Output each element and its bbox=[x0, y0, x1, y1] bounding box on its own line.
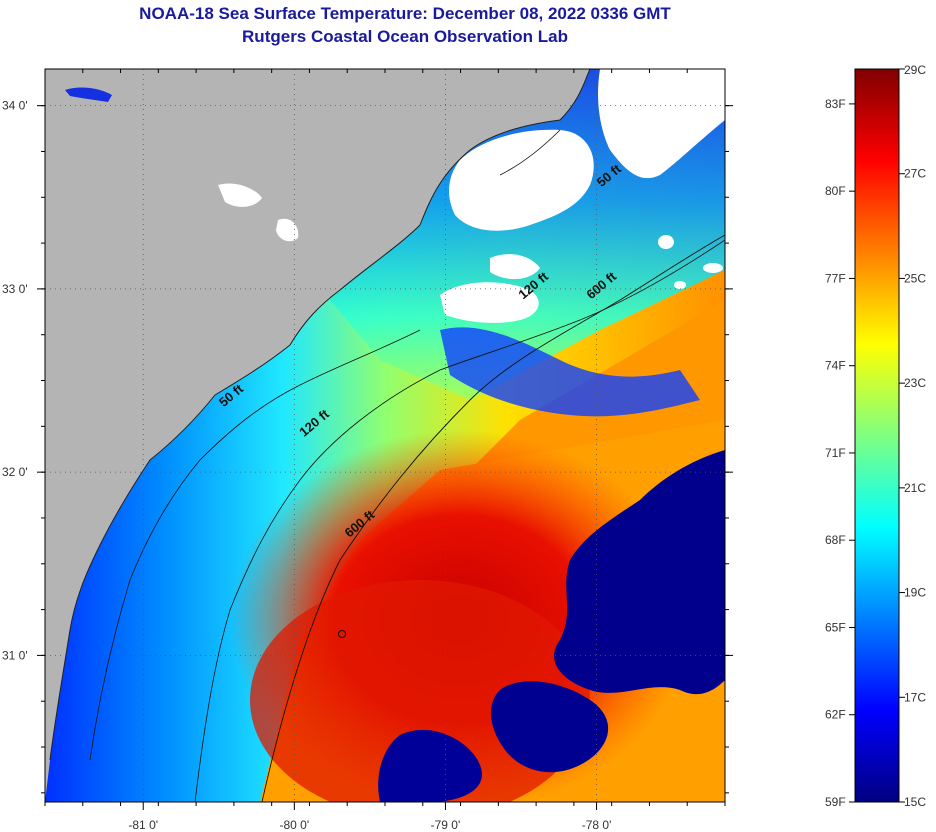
cold-patch-east bbox=[554, 450, 725, 695]
contour-50ft bbox=[89, 329, 421, 761]
lat-tick-label-3: 31 0' bbox=[2, 648, 28, 662]
lon-tick-label-1: -80 0' bbox=[280, 818, 310, 832]
grid-lines bbox=[45, 69, 725, 802]
latitude-axis: 34 0' 33 0' 32 0' 31 0' bbox=[2, 99, 733, 794]
contour-600ft bbox=[261, 234, 725, 802]
celsius-label-4: 21C bbox=[904, 481, 926, 495]
fahrenheit-label-0: 83F bbox=[825, 97, 846, 111]
inland-water bbox=[65, 87, 112, 102]
cloud-inland-1 bbox=[218, 183, 262, 207]
fahrenheit-label-2: 77F bbox=[825, 271, 846, 285]
cold-patch-south bbox=[490, 681, 609, 773]
fahrenheit-label-3: 74F bbox=[825, 359, 846, 373]
cool-filament bbox=[440, 327, 700, 417]
celsius-labels: 29C 27C 25C 23C 21C 19C 17C 15C bbox=[899, 63, 926, 809]
fahrenheit-labels: 83F 80F 77F 74F 71F 68F 65F 62F 59F bbox=[825, 97, 855, 809]
fahrenheit-label-8: 59F bbox=[825, 795, 846, 809]
lon-tick-label-3: -78 0' bbox=[582, 818, 612, 832]
cloud-small-2 bbox=[703, 263, 723, 273]
fahrenheit-label-7: 62F bbox=[825, 708, 846, 722]
lat-tick-label-1: 33 0' bbox=[2, 282, 28, 296]
lat-tick-label-0: 34 0' bbox=[2, 99, 28, 113]
celsius-label-5: 19C bbox=[904, 586, 926, 600]
contour-120ft bbox=[194, 239, 725, 802]
lon-tick-label-2: -79 0' bbox=[431, 818, 461, 832]
cold-patch-southwest bbox=[378, 729, 482, 802]
cloud-central bbox=[440, 282, 539, 323]
cloud-patch bbox=[490, 254, 540, 280]
fahrenheit-label-1: 80F bbox=[825, 184, 846, 198]
contour-50ft-north bbox=[499, 129, 561, 176]
cloud-small-1 bbox=[658, 235, 674, 249]
map-subtitle: Rutgers Coastal Ocean Observation Lab bbox=[242, 27, 568, 46]
land-mass bbox=[45, 69, 590, 802]
celsius-label-1: 27C bbox=[904, 167, 926, 181]
cloud-northeast bbox=[598, 69, 725, 179]
lon-tick-label-0: -81 0' bbox=[128, 818, 158, 832]
celsius-label-3: 23C bbox=[904, 376, 926, 390]
cloud-inland-2 bbox=[276, 218, 299, 242]
celsius-label-2: 25C bbox=[904, 271, 926, 285]
map-title: NOAA-18 Sea Surface Temperature: Decembe… bbox=[139, 4, 671, 23]
coastline bbox=[49, 69, 591, 761]
cloud-small-3 bbox=[674, 281, 686, 289]
lat-tick-label-2: 32 0' bbox=[2, 465, 28, 479]
celsius-label-6: 17C bbox=[904, 690, 926, 704]
fahrenheit-label-6: 65F bbox=[825, 620, 846, 634]
buoy-marker bbox=[338, 630, 346, 638]
cloud-north bbox=[448, 129, 594, 231]
celsius-label-0: 29C bbox=[904, 63, 926, 77]
celsius-label-7: 15C bbox=[904, 795, 926, 809]
fahrenheit-label-5: 68F bbox=[825, 533, 846, 547]
fahrenheit-label-4: 71F bbox=[825, 446, 846, 460]
colorbar-scale bbox=[854, 68, 900, 803]
longitude-axis: -81 0' -80 0' -79 0' -78 0' bbox=[44, 69, 726, 832]
